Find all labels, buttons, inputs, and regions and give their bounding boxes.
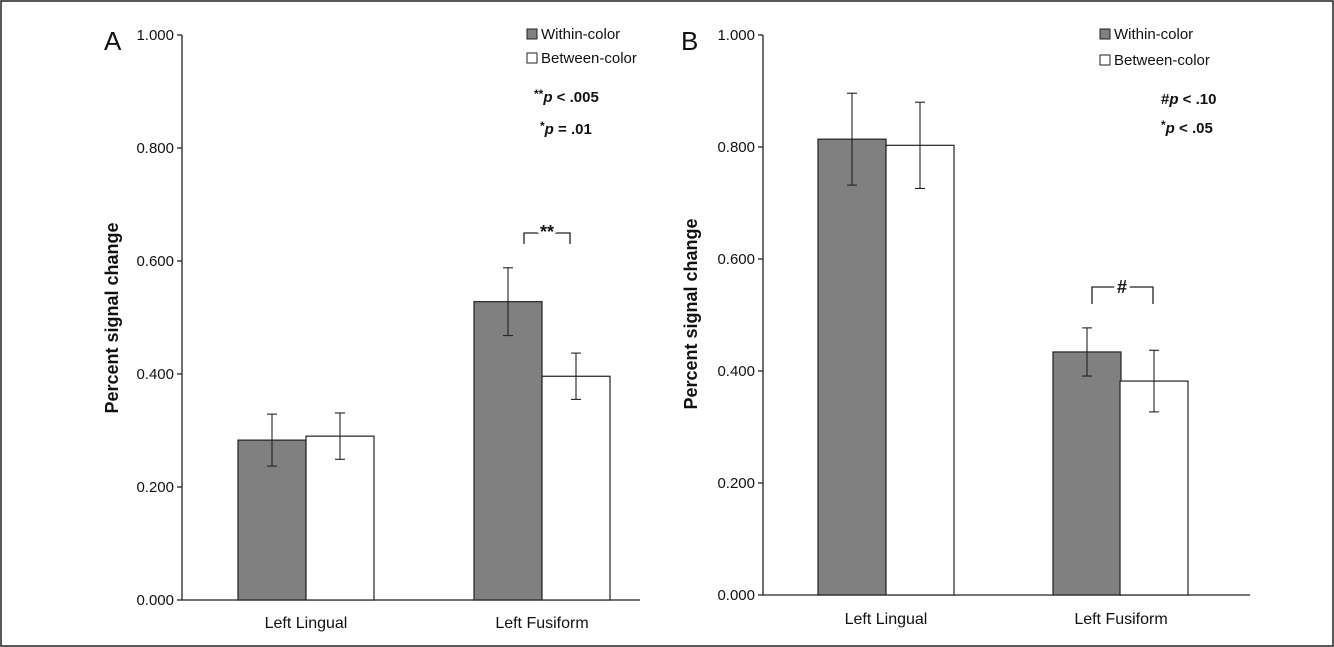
panel-b-y-tick-label: 1.000: [717, 27, 755, 44]
panel-b-legend: Within-color Between-color: [1099, 26, 1210, 69]
panel-a-bar-between-lingual: [305, 435, 375, 601]
panel-b-y-tick-label: 0.600: [717, 251, 755, 268]
panel-a-legend: Within-color Between-color: [526, 26, 637, 67]
panel-b-legend-swatch-between: [1099, 54, 1111, 66]
panel-a-y-tick-label: 0.800: [136, 140, 174, 157]
panel-a-category-label: Left Lingual: [265, 615, 348, 632]
panel-a-bar-within-fusiform: [473, 301, 543, 601]
panel-b-legend-label-within: Within-color: [1114, 26, 1193, 43]
panel-b-bar-within-lingual: [817, 138, 887, 596]
panel-a-legend-label-within: Within-color: [541, 26, 620, 43]
panel-a: A Percent signal change 0.0000.2000.4000…: [102, 26, 640, 632]
panel-b: B Percent signal change 0.000 0.200 0.400 0…: [681, 26, 1250, 628]
panel-a-y-tick-label: 0.200: [136, 479, 174, 496]
panel-b-significance-bracket: [1091, 286, 1154, 304]
panel-a-bar-between-fusiform: [541, 375, 611, 601]
panel-b-annotation-1: #p < .10: [1161, 91, 1216, 108]
panel-a-y-axis-label: Percent signal change: [102, 222, 122, 413]
panel-a-significance-label: **: [540, 222, 554, 242]
panel-b-legend-swatch-within: [1099, 28, 1111, 40]
panel-b-significance-label: #: [1117, 277, 1127, 297]
panel-a-y-tick-label: 0.000: [136, 592, 174, 609]
panel-b-y-tick-label: 0.000: [717, 587, 755, 604]
panel-b-y-tick-label: 0.800: [717, 139, 755, 156]
panel-a-category-labels: Left Lingual Left Fusiform: [265, 615, 589, 632]
panel-a-y-tick-label: 0.600: [136, 253, 174, 270]
panel-a-legend-swatch-within: [526, 28, 538, 40]
panel-a-letter: A: [104, 26, 122, 56]
panel-a-y-ticks: 0.000 0.200 0.400 0.600 0.800 1.000: [136, 27, 640, 609]
panel-a-bars: [237, 267, 611, 601]
panel-b-category-label: Left Lingual: [845, 611, 928, 628]
panel-b-annotation-2: *p < .05: [1161, 118, 1213, 137]
panel-b-bars: [817, 92, 1189, 596]
panel-a-y-tick-label: 1.000: [136, 27, 174, 44]
panel-b-category-label: Left Fusiform: [1074, 611, 1167, 628]
panel-a-annotation-2: *p = .01: [540, 119, 592, 138]
panel-a-significance-bracket: [523, 232, 571, 244]
panel-b-bar-between-lingual: [885, 144, 955, 596]
panel-b-letter: B: [681, 26, 698, 56]
panel-b-y-tick-label: 0.400: [717, 363, 755, 380]
panel-b-category-labels: Left Lingual Left Fusiform: [845, 611, 1168, 628]
panel-b-bar-within-fusiform: [1052, 351, 1122, 596]
panel-a-y-tick-label: 0.400: [136, 366, 174, 383]
panel-b-bar-between-fusiform: [1119, 380, 1189, 596]
panel-a-annotation-1: **p < .005: [534, 87, 599, 106]
panel-b-legend-label-between: Between-color: [1114, 52, 1210, 69]
panel-b-y-axis-label: Percent signal change: [681, 218, 701, 409]
panel-a-category-label: Left Fusiform: [495, 615, 588, 632]
panel-a-legend-label-between: Between-color: [541, 50, 637, 67]
panel-a-legend-swatch-between: [526, 52, 538, 64]
panel-b-y-tick-label: 0.200: [717, 475, 755, 492]
